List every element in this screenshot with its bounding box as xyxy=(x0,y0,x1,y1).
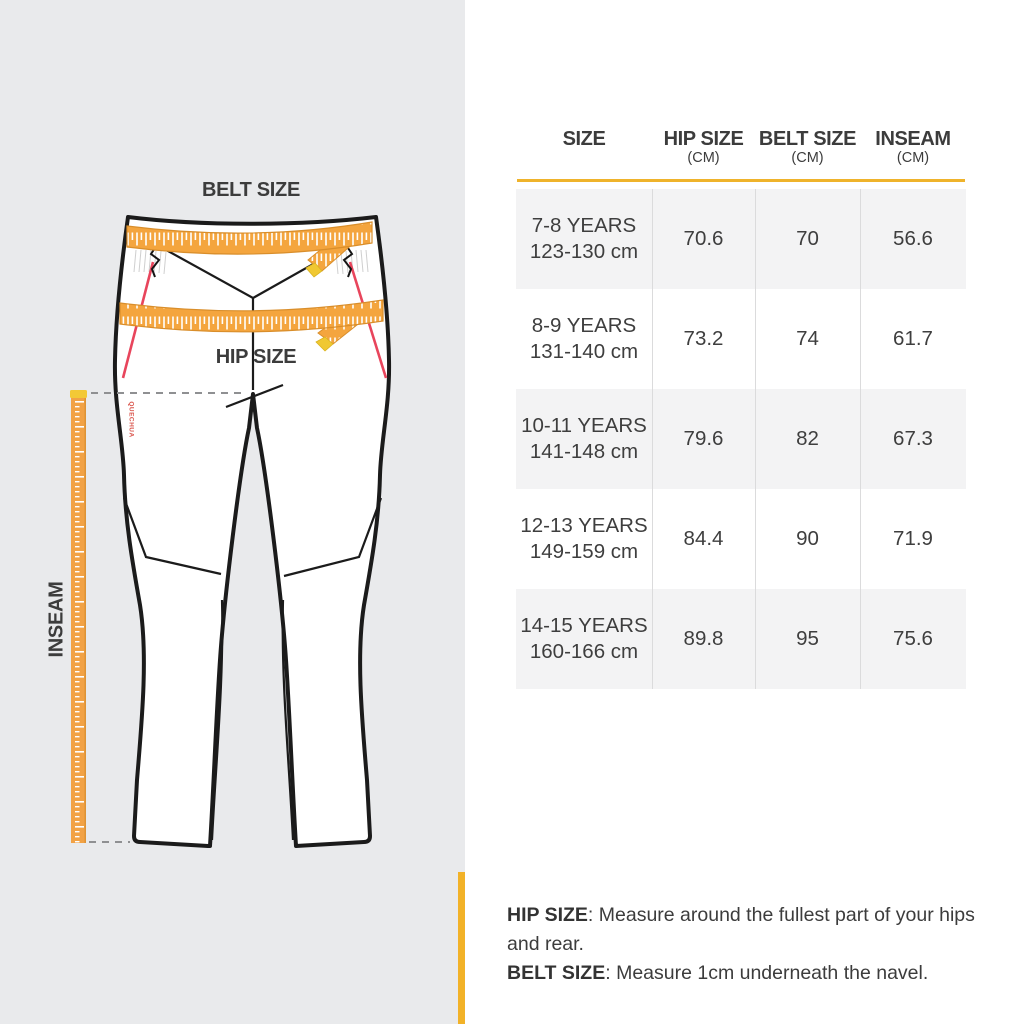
belt-tape xyxy=(126,221,373,278)
belt-size-note: BELT SIZE: Measure 1cm underneath the na… xyxy=(507,959,977,988)
column-title: INSEAM xyxy=(875,128,951,150)
brand-mark-text: QUECHUA xyxy=(127,401,135,438)
measurement-notes: HIP SIZE: Measure around the fullest par… xyxy=(507,901,977,988)
column-divider xyxy=(652,189,653,689)
height-range: 123-130 cm xyxy=(529,240,639,263)
belt-value: 70 xyxy=(796,227,819,250)
belt-value: 95 xyxy=(796,627,819,650)
age-range: 10-11 YEARS xyxy=(521,414,647,437)
size-cell: 14-15 YEARS 160-166 cm xyxy=(516,613,652,665)
note-label: BELT SIZE xyxy=(507,962,606,984)
drawcord-toggles xyxy=(149,244,354,278)
column-header-size: SIZE xyxy=(516,128,652,151)
size-cell: 12-13 YEARS 149-159 cm xyxy=(516,513,652,565)
column-divider xyxy=(755,189,756,689)
inseam-diagram-label: INSEAM xyxy=(45,581,68,658)
table-row: 12-13 YEARS 149-159 cm 84.4 90 71.9 xyxy=(516,489,966,589)
column-header-belt-size: BELT SIZE (CM) xyxy=(755,128,860,166)
hip-size-diagram-label: HIP SIZE xyxy=(215,346,297,368)
guide-dashes xyxy=(89,392,246,843)
height-range: 131-140 cm xyxy=(529,340,639,363)
hip-size-note: HIP SIZE: Measure around the fullest par… xyxy=(507,901,977,959)
inseam-value: 71.9 xyxy=(893,527,933,550)
inseam-ruler xyxy=(70,390,87,843)
hip-value: 79.6 xyxy=(683,427,724,450)
note-text: : Measure around the fullest part of you… xyxy=(507,904,975,955)
column-unit: (CM) xyxy=(687,150,720,166)
belt-size-diagram-label: BELT SIZE xyxy=(201,179,301,201)
hip-value: 84.4 xyxy=(683,527,724,550)
column-header-inseam: INSEAM (CM) xyxy=(860,128,966,166)
age-range: 14-15 YEARS xyxy=(520,614,648,637)
note-text: : Measure 1cm underneath the navel. xyxy=(605,962,929,984)
size-cell: 10-11 YEARS 141-148 cm xyxy=(516,413,652,465)
size-cell: 7-8 YEARS 123-130 cm xyxy=(516,213,652,265)
table-row: 7-8 YEARS 123-130 cm 70.6 70 56.6 xyxy=(516,189,966,289)
hip-tape xyxy=(119,299,384,352)
age-range: 8-9 YEARS xyxy=(531,314,637,337)
height-range: 160-166 cm xyxy=(529,640,639,663)
height-range: 141-148 cm xyxy=(529,440,639,463)
hip-value: 73.2 xyxy=(683,327,724,350)
table-header-rule xyxy=(517,179,965,182)
note-label: HIP SIZE xyxy=(507,904,588,926)
belt-value: 82 xyxy=(796,427,819,450)
column-title: HIP SIZE xyxy=(663,128,744,150)
column-unit: (CM) xyxy=(896,150,930,166)
table-row: 8-9 YEARS 131-140 cm 73.2 74 61.7 xyxy=(516,289,966,389)
column-unit: (CM) xyxy=(791,150,824,166)
column-divider xyxy=(860,189,861,689)
age-range: 12-13 YEARS xyxy=(520,514,648,537)
table-row: 10-11 YEARS 141-148 cm 79.6 82 67.3 xyxy=(516,389,966,489)
table-row: 14-15 YEARS 160-166 cm 89.8 95 75.6 xyxy=(516,589,966,689)
size-cell: 8-9 YEARS 131-140 cm xyxy=(516,313,652,365)
height-range: 149-159 cm xyxy=(529,540,639,563)
column-title: SIZE xyxy=(562,128,606,150)
inseam-value: 75.6 xyxy=(893,627,933,650)
inseam-value: 67.3 xyxy=(893,427,933,450)
inseam-value: 61.7 xyxy=(893,327,933,350)
belt-value: 74 xyxy=(796,327,819,350)
belt-value: 90 xyxy=(796,527,819,550)
hip-value: 70.6 xyxy=(683,227,724,250)
hip-value: 89.8 xyxy=(683,627,724,650)
column-title: BELT SIZE xyxy=(758,128,857,150)
column-header-hip-size: HIP SIZE (CM) xyxy=(652,128,755,166)
pants-measurement-illustration xyxy=(70,215,392,848)
age-range: 7-8 YEARS xyxy=(531,214,637,237)
accent-bar xyxy=(458,872,465,1024)
inseam-value: 56.6 xyxy=(893,227,933,250)
